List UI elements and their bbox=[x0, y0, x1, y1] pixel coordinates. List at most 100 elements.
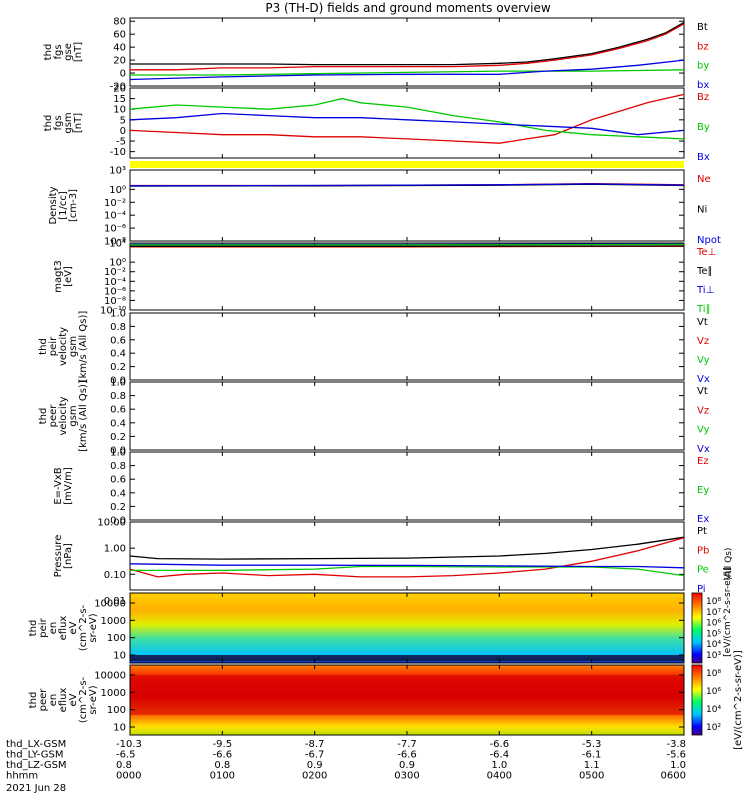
peir_spec-ylabel: eflux bbox=[58, 616, 69, 641]
panel-pressure: 10.00 1.00 0.10 0.01 Pressure [nPa] Pt Pb Pe Pi (A… bbox=[53, 518, 734, 607]
temperature-legend-ti∥: Ti∥ bbox=[696, 304, 711, 315]
peer_spec-ytick-label: 100 bbox=[107, 705, 126, 716]
panel-peir_velocity: 0.0 0.2 0.4 0.6 0.8 1.0 thd peir velocity gsm [km/… bbox=[38, 309, 710, 387]
peir_velocity-ytick-label: 0.0 bbox=[110, 376, 126, 387]
peer_velocity-ylabel: peer bbox=[48, 404, 59, 428]
density-frame bbox=[129, 169, 685, 242]
chart-title: P3 (TH-D) fields and ground moments over… bbox=[265, 1, 550, 15]
fgs_gsm-ylabel: thd bbox=[43, 115, 54, 132]
pressure-series-pb bbox=[129, 537, 685, 578]
panel-fgs_gse: -20 0 20 40 60 80 thd fgs gse [nT] Bt bz by bx bbox=[43, 17, 709, 93]
fgs_gse-series-by bbox=[130, 69, 685, 76]
temperature-ytick-label: 10⁻² bbox=[104, 267, 126, 278]
fgs_gsm-ytick-label: 10 bbox=[113, 105, 126, 116]
peir_spec-colorbar-tick: 10⁴ bbox=[706, 640, 721, 650]
fgs_gsm-series-bx bbox=[129, 112, 685, 136]
fgs_gsm-ytick-label: 15 bbox=[113, 94, 126, 105]
pressure-right-label: (All Qs) bbox=[724, 548, 734, 581]
quality-flag-bar bbox=[130, 161, 684, 168]
peir_spec-lowband bbox=[130, 655, 684, 661]
pressure-frame bbox=[129, 521, 685, 591]
peer_velocity-ylabel: velocity bbox=[58, 396, 69, 435]
temperature-ytick-label: 10⁻¹⁰ bbox=[100, 306, 126, 317]
peir_spec-colorbar-tick: 10⁵ bbox=[706, 629, 721, 639]
peir_spec-ylabel: thd bbox=[28, 620, 39, 637]
xaxis-value: 0.8 bbox=[214, 760, 230, 771]
peir_velocity-ylabel: velocity bbox=[58, 327, 69, 366]
xaxis-row-label: thd_LZ-GSM bbox=[6, 760, 67, 771]
xaxis-value: -6.7 bbox=[305, 750, 325, 761]
peer_velocity-ytick-label: 1.0 bbox=[110, 378, 126, 389]
panel-peer_velocity: 0.0 0.2 0.4 0.6 0.8 1.0 thd peer velocity gsm [km/… bbox=[38, 378, 710, 457]
peer_spec-colorbar-tick: 10² bbox=[706, 723, 721, 733]
fgs_gsm-legend-bz: Bz bbox=[697, 92, 709, 103]
temperature-legend-ti⊥: Ti⊥ bbox=[696, 285, 714, 296]
pressure-legend-pi: Pi bbox=[697, 584, 706, 595]
pressure-legend-pt: Pt bbox=[697, 526, 707, 537]
xaxis-row-label: thd_LY-GSM bbox=[6, 750, 63, 761]
peer_spec-ylabel: thd bbox=[28, 692, 39, 709]
fgs_gse-ylabel: [nT] bbox=[73, 42, 84, 62]
fgs_gsm-series-bz bbox=[129, 93, 685, 144]
xaxis-value: -9.5 bbox=[213, 739, 233, 750]
fgs_gse-ylabel: fgs bbox=[53, 44, 64, 59]
peer_velocity-legend-vx: Vx bbox=[697, 444, 710, 455]
pressure-ytick-label: 0.10 bbox=[104, 570, 126, 581]
xaxis-value: 0300 bbox=[394, 771, 419, 782]
peer_spec-ylabel: sr-eV) bbox=[88, 685, 99, 714]
temperature-ytick-label: 10⁻⁸ bbox=[104, 296, 126, 307]
peir_spec-heatmap bbox=[130, 593, 684, 663]
fgs_gse-ytick-label: 40 bbox=[113, 43, 126, 54]
density-legend-npot: Npot bbox=[697, 235, 721, 246]
density-ylabel: Density bbox=[48, 186, 59, 224]
fgs_gse-legend-bx: bx bbox=[697, 80, 709, 91]
peir_velocity-ytick-label: 1.0 bbox=[110, 309, 126, 320]
density-ytick-label: 10⁻⁸ bbox=[104, 237, 126, 248]
peer_velocity-legend-vz: Vz bbox=[697, 405, 709, 416]
temperature-ytick-label: 10⁴ bbox=[109, 239, 126, 250]
peer_velocity-ylabel: [km/s (All Qs)] bbox=[78, 380, 89, 452]
xaxis-value: 0.9 bbox=[399, 760, 415, 771]
peer_spec-colorbar-tick: 10⁶ bbox=[706, 687, 721, 697]
peir_spec-ylabel: peir bbox=[38, 617, 49, 637]
efield-ytick-label: 0.6 bbox=[110, 475, 126, 486]
efield-ytick-label: 1.0 bbox=[110, 448, 126, 459]
xaxis-value: 0100 bbox=[210, 771, 235, 782]
peir_spec-ytick-label: 1000 bbox=[101, 616, 126, 627]
peir_velocity-legend-vx: Vx bbox=[697, 374, 710, 385]
peir_velocity-ylabel: thd bbox=[38, 338, 49, 355]
panel-density: 10³ 10⁰ 10⁻² 10⁻⁴ 10⁻⁶ 10⁻⁸ Density [1/cc] [cm-3… bbox=[48, 166, 721, 248]
fgs_gse-ytick-label: 80 bbox=[113, 17, 126, 28]
xaxis-value: 1.1 bbox=[584, 760, 600, 771]
efield-ylabel: [mV/m] bbox=[63, 467, 74, 505]
peer_velocity-ytick-label: 0.8 bbox=[110, 391, 126, 402]
fgs_gsm-ylabel: gsm bbox=[63, 112, 74, 133]
peer_spec-colorbar-tick: 10⁴ bbox=[706, 705, 721, 715]
fgs_gse-ylabel: gse bbox=[63, 43, 74, 61]
efield-frame bbox=[129, 451, 685, 521]
temperature-frame bbox=[129, 242, 685, 311]
peir_spec-colorbar-tick: 10⁸ bbox=[706, 597, 721, 607]
peir_spec-ytick-label: 10000 bbox=[94, 599, 126, 610]
pressure-ylabel: Pressure bbox=[53, 535, 64, 578]
peir_velocity-legend-vy: Vy bbox=[697, 355, 710, 366]
colorbar-peir bbox=[691, 592, 703, 664]
xaxis-value: 0500 bbox=[579, 771, 604, 782]
peir_spec-ylabel: en bbox=[48, 622, 59, 635]
peer_spec-core bbox=[130, 675, 684, 715]
peer_velocity-ytick-label: 0.0 bbox=[110, 446, 126, 457]
peir_velocity-ytick-label: 0.6 bbox=[110, 335, 126, 346]
date-label: 2021 Jun 28 bbox=[6, 783, 66, 794]
xaxis-value: -7.7 bbox=[397, 739, 417, 750]
peir_spec-ylabel: eV bbox=[68, 621, 79, 634]
pressure-ytick-label: 0.01 bbox=[104, 596, 126, 607]
density-series-npot bbox=[129, 183, 685, 187]
density-ytick-label: 10⁻² bbox=[104, 198, 126, 209]
xaxis-value: -5.3 bbox=[582, 739, 602, 750]
fgs_gse-series-bx bbox=[129, 59, 685, 81]
peir_velocity-ylabel: gsm bbox=[68, 336, 79, 357]
fgs_gse-legend-by: by bbox=[697, 61, 709, 72]
